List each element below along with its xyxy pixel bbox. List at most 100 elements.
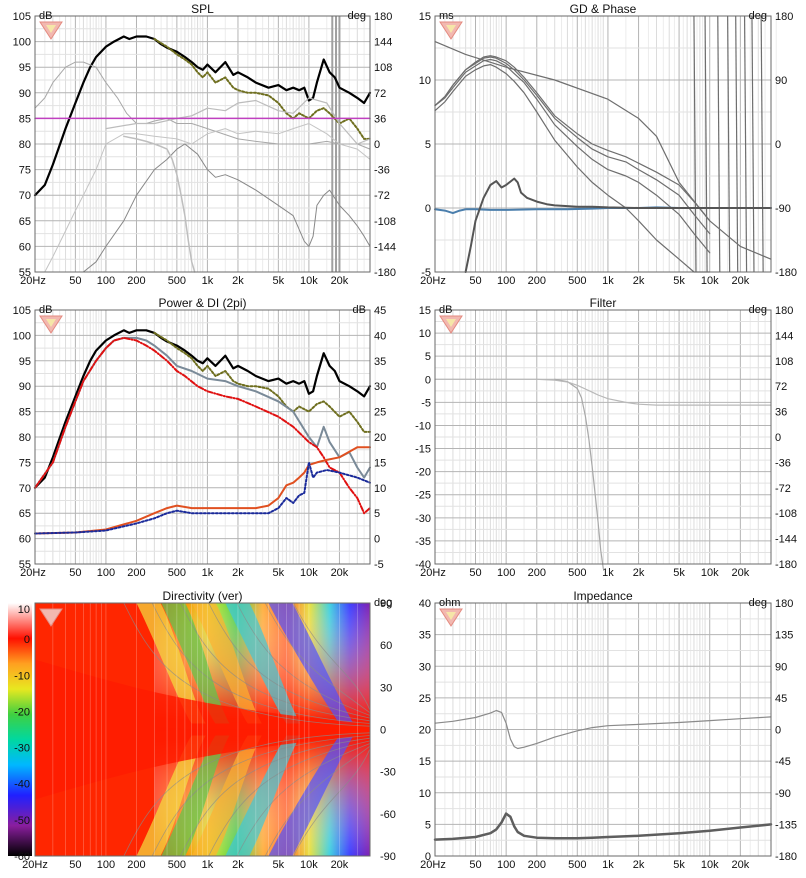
y-tick-label: 55 (19, 559, 31, 571)
y-tick-label: 40 (419, 598, 431, 610)
y-unit-label: dB (439, 304, 452, 316)
x-tick-label: 10k (701, 275, 719, 287)
y-tick-label: 85 (19, 407, 31, 419)
heatmap-upper-lobe (268, 603, 354, 724)
x-tick-label: 5k (273, 859, 285, 871)
y-tick-label: 10 (419, 75, 431, 87)
x-tick-label: 20k (331, 275, 349, 287)
series-line-3 (34, 61, 371, 150)
y-tick-label: -5 (421, 267, 431, 279)
y2-tick-label: -180 (775, 851, 797, 863)
x-tick-label: 10k (300, 275, 318, 287)
color-scale-tick-label: -40 (14, 779, 30, 791)
y-tick-label: 65 (19, 216, 31, 228)
y2-tick-label: 72 (775, 381, 787, 393)
x-tick-label: 100 (97, 275, 115, 287)
y2-tick-label: -36 (775, 457, 791, 469)
y-tick-label: 75 (19, 457, 31, 469)
phase-wrap-line (735, 15, 739, 273)
y2-tick-label: -144 (374, 241, 396, 253)
plot-frame (34, 602, 371, 857)
y2-tick-label: 0 (775, 725, 781, 737)
y2-tick-label: 90 (775, 661, 787, 673)
y-tick-label: 15 (419, 756, 431, 768)
heatmap-lower-lobe (136, 735, 206, 856)
x-tick-label: 1k (202, 567, 214, 579)
x-tick-label: 1k (602, 859, 614, 871)
y2-tick-label: 144 (775, 330, 793, 342)
y-tick-label: 70 (19, 190, 31, 202)
chart-title: GD & Phase (570, 2, 637, 16)
y2-tick-label: 180 (775, 598, 793, 610)
x-tick-label: 20Hz (20, 567, 46, 579)
y2-tick-label: 108 (775, 356, 793, 368)
color-scale-tick-label: -50 (14, 815, 30, 827)
y-tick-label: 105 (13, 305, 31, 317)
y-tick-label: 0 (425, 851, 431, 863)
x-tick-label: 50 (469, 567, 481, 579)
y2-unit-label: dB (353, 304, 366, 316)
y-tick-label: 5 (425, 351, 431, 363)
chart-panel-4: Filter -40 -35 -30 -25 -20 -15 -10 -5 0 5 10 15 -180 -… (415, 296, 797, 579)
x-tick-label: 2k (232, 567, 244, 579)
heatmap-contour (151, 735, 371, 857)
x-tick-label: 100 (497, 859, 515, 871)
color-scale-tick-label: 0 (24, 634, 30, 646)
y-tick-label: -30 (415, 513, 431, 525)
y-tick-label: 65 (19, 508, 31, 520)
y2-tick-label: -5 (374, 559, 384, 571)
y-tick-label: -60 (380, 809, 396, 821)
series-line-5 (105, 97, 371, 145)
y-tick-label: 30 (380, 682, 392, 694)
chart-title: Power & DI (2pi) (158, 296, 246, 310)
y2-tick-label: 20 (374, 432, 386, 444)
chart-title: SPL (191, 2, 214, 16)
heatmap-contour (293, 602, 371, 711)
x-tick-label: 10k (300, 859, 318, 871)
x-tick-label: 2k (633, 275, 645, 287)
series-line-1 (554, 378, 604, 570)
heatmap-main-lobe (35, 659, 370, 800)
y2-tick-label: -90 (775, 203, 791, 215)
x-tick-label: 100 (97, 859, 115, 871)
x-tick-label: 2k (633, 567, 645, 579)
x-tick-label: 20k (331, 567, 349, 579)
y2-tick-label: -72 (374, 190, 390, 202)
y-tick-label: 75 (19, 165, 31, 177)
x-tick-label: 500 (168, 859, 186, 871)
series-line-4 (434, 63, 711, 273)
x-tick-label: 20Hz (420, 567, 446, 579)
y2-tick-label: -72 (775, 483, 791, 495)
heatmap-lower-lobe (191, 735, 262, 856)
x-tick-label: 500 (568, 567, 586, 579)
plot-frame (434, 602, 772, 857)
heatmap-contour (180, 602, 371, 722)
brand-logo-icon (39, 608, 63, 627)
x-tick-label: 200 (127, 859, 145, 871)
x-tick-label: 200 (127, 567, 145, 579)
heatmap-contour (293, 748, 371, 857)
x-tick-label: 20Hz (20, 275, 46, 287)
color-scale-tick-label: -10 (14, 670, 30, 682)
y-unit-label: ms (439, 10, 454, 22)
y2-tick-label: 72 (374, 88, 386, 100)
x-tick-label: 5k (273, 567, 285, 579)
x-tick-label: 20k (731, 859, 749, 871)
x-tick-label: 1k (602, 567, 614, 579)
y-tick-label: 60 (380, 640, 392, 652)
y2-tick-label: 144 (374, 37, 392, 49)
heatmap-contour (264, 602, 371, 714)
y2-tick-label: -135 (775, 819, 797, 831)
y-tick-label: 100 (13, 330, 31, 342)
chart-title: Impedance (573, 589, 633, 603)
y2-tick-label: 0 (374, 534, 380, 546)
y2-tick-label: 0 (374, 139, 380, 151)
y-tick-label: 5 (425, 819, 431, 831)
y2-tick-label: -144 (775, 534, 797, 546)
y-tick-label: 80 (19, 139, 31, 151)
y-tick-label: 95 (19, 356, 31, 368)
y-unit-label: dB (39, 304, 52, 316)
y-tick-label: 95 (19, 62, 31, 74)
x-tick-label: 500 (568, 859, 586, 871)
